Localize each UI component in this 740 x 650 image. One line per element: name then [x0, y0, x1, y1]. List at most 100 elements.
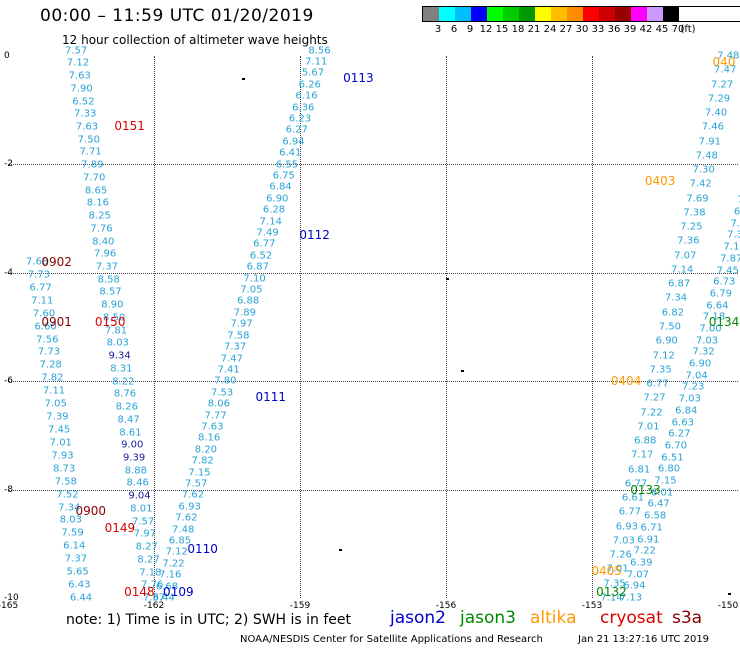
wave-height-value: 7.03: [612, 535, 635, 547]
wave-height-value: 7.73: [27, 269, 51, 281]
wave-height-value: 7.22: [633, 545, 656, 557]
wave-height-value: 7.27: [710, 79, 734, 91]
island-marker: [241, 77, 245, 80]
generated-timestamp: Jan 21 13:27:16 UTC 2019: [578, 634, 710, 645]
wave-height-value: 6.77: [618, 506, 642, 518]
wave-height-value: 6.70: [664, 440, 688, 452]
wave-height-value: 6.75: [272, 170, 295, 182]
wave-height-value: 5.65: [66, 566, 89, 578]
wave-height-value: 7.63: [75, 121, 99, 133]
map-plot-area[interactable]: 7.57 7.12 7.63 7.90 6.52 7.33 7.63 7.50 7.71 7.89…: [8, 45, 740, 604]
colorbar-label: (ft): [680, 24, 696, 35]
y-tick-label: -10: [4, 593, 19, 603]
wave-height-value: 6.73: [713, 276, 736, 288]
wave-height-value: 7.45: [716, 265, 739, 277]
wave-height-value: 8.27: [137, 554, 160, 566]
wave-height-value: 7.39: [46, 411, 69, 423]
pass-label: 0111: [255, 390, 287, 405]
wave-height-value: 6.88: [634, 435, 657, 447]
wave-height-value: 7.57: [131, 516, 155, 528]
wave-height-value: 6.91: [637, 534, 660, 546]
wave-height-value: 6.26: [298, 79, 321, 91]
pass-label: 0901: [41, 314, 72, 329]
wave-height-value: 7.26: [609, 549, 632, 561]
wave-height-value: 7.48: [717, 50, 740, 62]
wave-height-value: 6.88: [236, 295, 260, 307]
wave-height-value: 7.35: [649, 364, 672, 376]
wave-height-value: 6.79: [709, 288, 732, 300]
colorbar-label: 45: [655, 24, 669, 35]
wave-height-value: 8.73: [53, 463, 76, 475]
pass-label: 040: [712, 55, 736, 69]
x-tick-label: -162: [143, 601, 165, 611]
wave-height-value: 7.50: [77, 134, 100, 146]
wave-height-value: 7.89: [233, 307, 256, 319]
wave-height-value: 8.22: [112, 376, 135, 388]
wave-height-value: 7.58: [54, 476, 77, 488]
wave-height-value: 6.87: [667, 278, 691, 290]
colorbar-label: 36: [607, 24, 621, 35]
pass-label: 0403: [644, 173, 676, 188]
wave-height-value: 6.52: [249, 250, 273, 262]
wave-height-value: 6.55: [275, 159, 299, 171]
wave-height-value: 7.47: [220, 353, 243, 364]
colorbar-legend: 3 6 9 12 15 18 21 24 27 30 33 36 39 42 45 70 (ft): [422, 6, 740, 36]
pass-label: 0900: [75, 504, 106, 519]
wave-height-value: 6.39: [630, 557, 653, 569]
wave-height-value: 7.13: [619, 592, 643, 604]
wave-height-value: 6.81: [627, 464, 651, 476]
wave-height-value: 6.16: [295, 90, 318, 102]
wave-height-value: 7.12: [165, 546, 188, 558]
wave-height-value: 7.04: [685, 370, 708, 382]
wave-height-value: 7.89: [81, 159, 104, 171]
pass-label: 0148: [124, 585, 155, 599]
wave-height-value: 6.36: [292, 102, 315, 114]
wave-height-value: 7.62: [181, 489, 205, 501]
wave-height-value: 8.31: [110, 363, 133, 375]
satellite-legend-item: altika: [530, 608, 577, 628]
colorbar-label: 70: [671, 24, 685, 35]
wave-height-value: 7.46: [701, 121, 725, 133]
colorbar-label: 21: [527, 24, 541, 35]
wave-height-value: 7.97: [230, 318, 253, 330]
wave-height-value: 7.57: [64, 45, 88, 57]
wave-height-value: 7.18: [139, 567, 162, 579]
wave-height-value: 7.40: [704, 107, 728, 119]
wave-height-value: 7.07: [626, 569, 649, 581]
wave-height-value: 8.61: [119, 427, 142, 438]
wave-height-value: 7.33: [726, 229, 740, 241]
wave-height-value: 6.41: [279, 147, 302, 159]
y-tick-label: 0: [4, 51, 10, 61]
gridline-parallel: [8, 489, 738, 491]
wave-height-value: 9.34: [108, 350, 131, 362]
wave-height-value: 7.03: [695, 335, 719, 347]
colorbar-label: 30: [575, 24, 589, 35]
wave-height-value: 8.16: [86, 197, 109, 209]
wave-height-value: 7.11: [305, 56, 328, 68]
wave-height-value: 6.87: [246, 261, 269, 273]
credit-line: NOAA/NESDIS Center for Satellite Applica…: [240, 634, 543, 645]
wave-height-value: 7.90: [70, 83, 93, 95]
wave-height-value: 7.12: [652, 350, 675, 362]
colorbar-swatch: [455, 7, 471, 21]
wave-height-value: 7.97: [133, 528, 157, 540]
x-tick-label: -150: [717, 601, 739, 611]
wave-height-value: 7.69: [686, 193, 709, 205]
wave-height-value: 6.77: [253, 238, 276, 250]
colorbar-swatch: [631, 7, 647, 21]
island-marker: [728, 592, 732, 595]
wave-height-value: 8.57: [99, 286, 122, 298]
wave-height-value: 7.45: [47, 424, 71, 436]
wave-height-value: 9.04: [128, 490, 151, 502]
wave-height-value: 7.81: [104, 325, 128, 337]
wave-height-value: 7.10: [243, 273, 266, 285]
gridline-parallel: [8, 381, 738, 383]
wave-height-value: 7.49: [256, 227, 279, 239]
colorbar-label: 3: [434, 24, 442, 35]
island-marker: [338, 549, 342, 552]
wave-height-value: 7.63: [201, 421, 224, 433]
pass-label: 0132: [596, 585, 627, 599]
colorbar-swatch: [551, 7, 567, 21]
wave-height-value: 7.27: [643, 392, 666, 404]
pass-label: 0404: [610, 374, 642, 389]
